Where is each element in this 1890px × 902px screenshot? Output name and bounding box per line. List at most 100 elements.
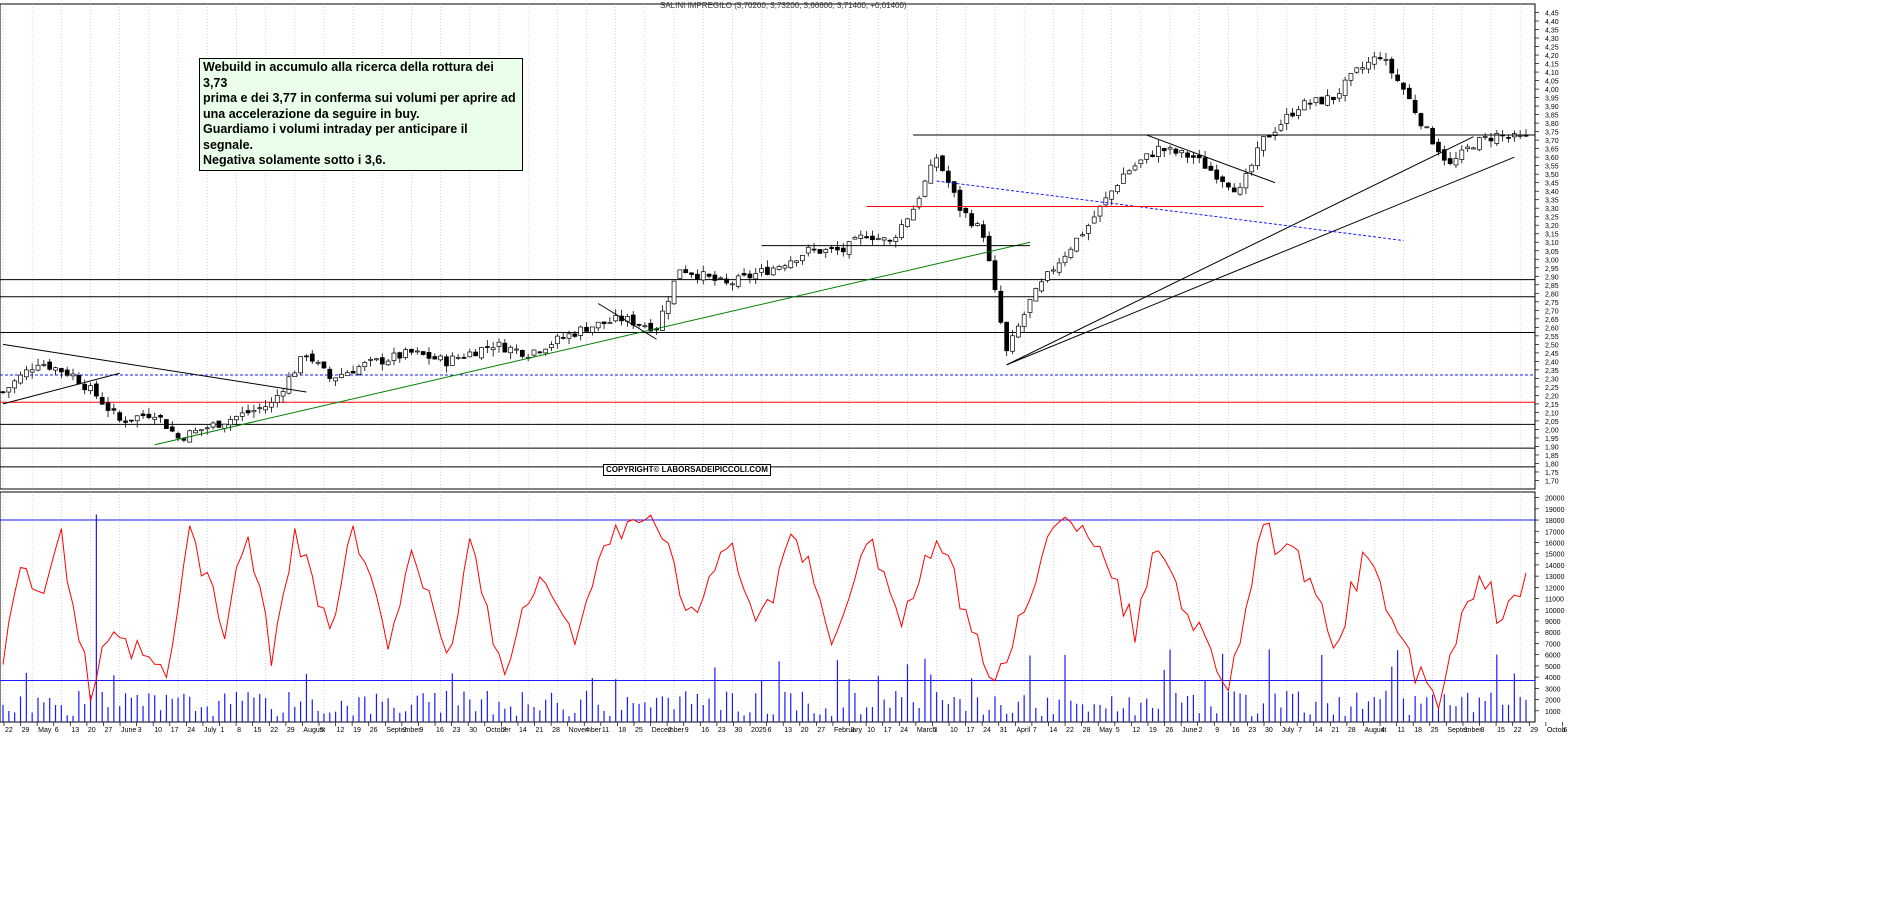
x-axis-label: 5 (1116, 727, 1120, 734)
x-axis-label: May (1099, 727, 1113, 734)
x-axis-label: 12 (337, 727, 345, 734)
candle-body (1015, 325, 1021, 338)
candle-body (105, 402, 111, 411)
x-axis-label: 11 (1398, 727, 1405, 734)
candle-body (1377, 57, 1383, 60)
osc-axis-label: 13000 (1545, 574, 1565, 581)
candle-body (1214, 169, 1220, 180)
candle-body (1226, 182, 1231, 188)
candle-body (1202, 157, 1208, 169)
price-axis-label: 3,45 (1545, 181, 1559, 188)
candle-body (765, 266, 770, 275)
candle-body (88, 385, 93, 392)
osc-axis-label: 15000 (1545, 552, 1565, 559)
candle-body (1459, 149, 1465, 160)
candle-body (975, 223, 980, 226)
candle-body (449, 355, 455, 366)
x-axis-label: May (38, 727, 52, 734)
candle-body (1027, 299, 1033, 313)
candle-body (269, 402, 274, 408)
candle-body (140, 413, 146, 417)
x-axis-label: 22 (1514, 727, 1522, 734)
price-axis-label: 3,20 (1545, 223, 1559, 230)
candle-body (23, 369, 29, 378)
x-axis-label: November (569, 727, 602, 734)
candle-body (1436, 141, 1441, 153)
x-axis-label: 9 (419, 727, 423, 734)
x-axis-label: 28 (552, 727, 560, 734)
candle-body (730, 283, 735, 286)
price-axis-label: 4,40 (1545, 19, 1559, 26)
candle-body (1045, 271, 1050, 281)
price-axis-label: 4,05 (1545, 79, 1559, 86)
candle-body (1086, 225, 1091, 234)
candle-body (665, 300, 671, 314)
trendline (597, 303, 657, 340)
price-axis-label: 2,30 (1545, 376, 1559, 383)
candle-body (1091, 216, 1097, 224)
candle-body (1482, 136, 1488, 138)
candle-body (274, 395, 280, 403)
candle-body (1132, 165, 1138, 171)
candle-body (1290, 112, 1295, 117)
candle-body (1208, 165, 1214, 171)
candle-body (1109, 190, 1115, 200)
x-axis-label: 1 (221, 727, 225, 734)
candle-body (1424, 126, 1430, 129)
price-axis-label: 2,10 (1545, 410, 1559, 417)
candle-body (1430, 128, 1435, 145)
candle-body (1185, 152, 1190, 158)
candle-body (257, 407, 263, 410)
x-axis-label: 2 (668, 727, 672, 734)
x-axis-label: 18 (618, 727, 626, 734)
candle-body (636, 324, 642, 326)
price-axis-label: 3,65 (1545, 147, 1559, 154)
candle-body (29, 369, 35, 373)
x-axis-label: 4 (1381, 727, 1385, 734)
x-axis-label: 13 (784, 727, 792, 734)
candle-body (1050, 269, 1056, 272)
x-axis-label: February (834, 727, 863, 734)
candle-body (584, 326, 589, 332)
x-axis-label: 22 (5, 727, 13, 734)
x-axis-label: 9 (1215, 727, 1219, 734)
osc-axis-label: 12000 (1545, 585, 1565, 592)
candle-body (980, 224, 986, 238)
candle-body (1220, 176, 1225, 182)
candle-body (490, 347, 496, 351)
candle-body (1121, 173, 1126, 184)
x-axis-label: June (1182, 727, 1197, 734)
candle-body (922, 180, 928, 197)
candle-body (263, 406, 268, 411)
candle-body (695, 273, 700, 280)
candle-body (910, 208, 916, 221)
candle-body (321, 361, 327, 369)
candle-body (12, 380, 18, 389)
price-axis-label: 2,55 (1545, 334, 1559, 341)
candle-body (1103, 197, 1109, 206)
candle-body (554, 335, 560, 345)
x-axis-label: 7 (1298, 727, 1302, 734)
candle-body (957, 189, 963, 211)
x-axis-label: 15 (254, 727, 262, 734)
candle-body (82, 383, 88, 391)
candle-body (1488, 137, 1494, 142)
candle-body (531, 349, 537, 356)
price-axis-label: 2,45 (1545, 351, 1559, 358)
analysis-note: Webuild in accumulo alla ricerca della r… (199, 58, 523, 171)
x-axis-label: 25 (1431, 727, 1439, 734)
candle-body (817, 249, 823, 254)
candle-body (566, 333, 572, 339)
price-axis-label: 4,45 (1545, 11, 1559, 18)
osc-axis-label: 1000 (1545, 709, 1561, 716)
candle-body (963, 207, 969, 214)
candle-body (811, 248, 817, 251)
candle-body (1004, 321, 1010, 352)
candle-body (280, 391, 286, 397)
candle-body (502, 342, 508, 353)
x-axis-label: June (121, 727, 136, 734)
candle-body (484, 346, 490, 348)
candle-body (572, 333, 578, 337)
trendline (154, 241, 1031, 446)
copyright-label: COPYRIGHT© LABORSADEIPICCOLI.COM (603, 464, 771, 476)
